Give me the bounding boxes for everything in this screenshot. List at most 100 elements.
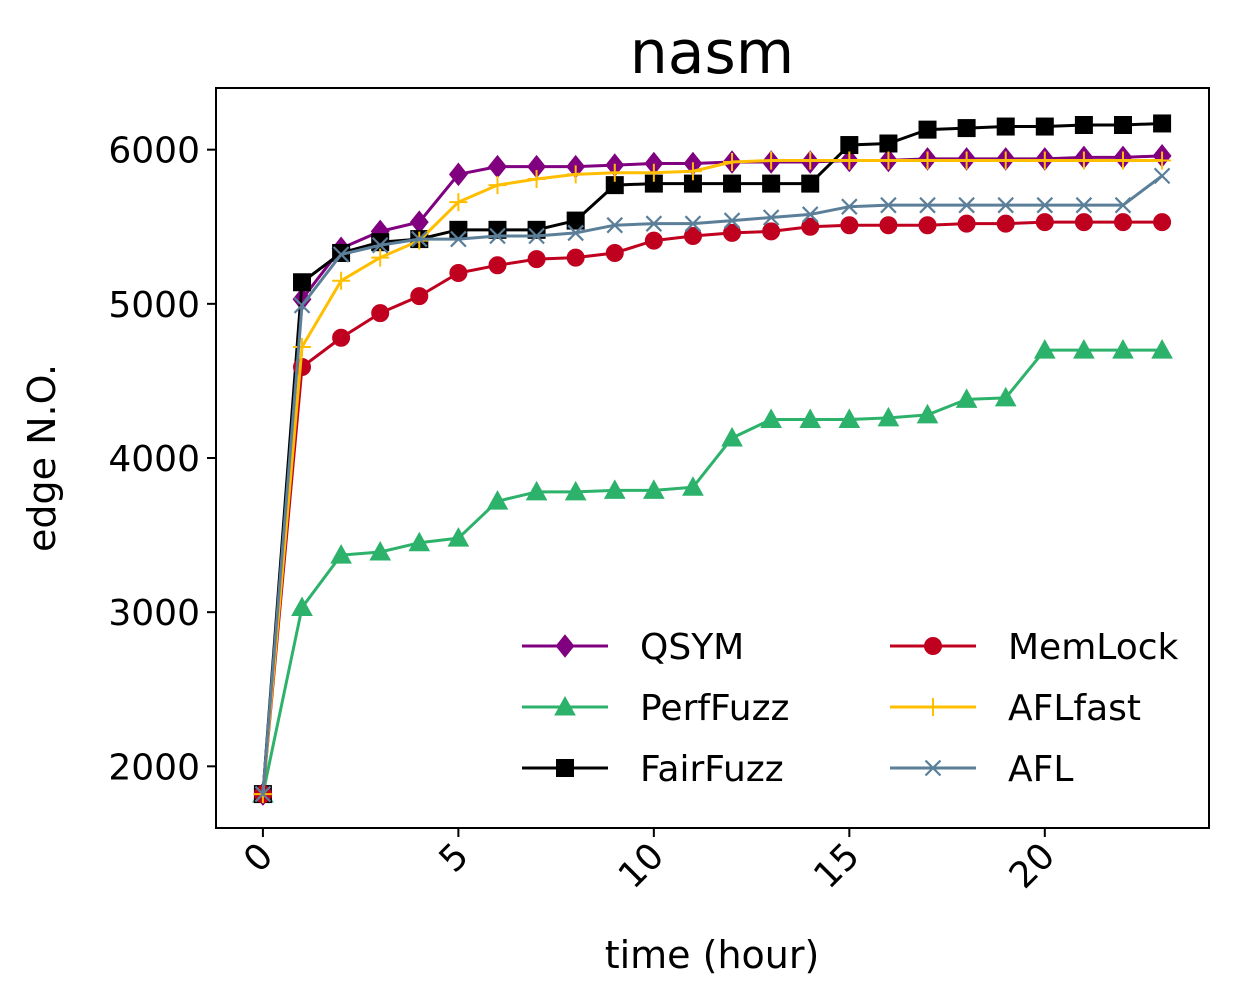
data-point-aflfast-2 bbox=[332, 271, 351, 290]
data-point-memlock-4 bbox=[410, 287, 429, 306]
data-point-afl-21 bbox=[1075, 196, 1093, 214]
legend: QSYM PerfFuzz FairFuzz MemLock AFLfast AFL bbox=[522, 627, 1179, 790]
y-tick-label: 2000 bbox=[108, 747, 200, 788]
data-point-perffuzz-17 bbox=[916, 403, 939, 424]
data-point-afl-4 bbox=[411, 230, 428, 248]
data-point-afl-11 bbox=[684, 215, 702, 232]
data-point-perffuzz-13 bbox=[760, 408, 782, 428]
data-point-fairfuzz-15 bbox=[840, 136, 859, 155]
data-point-memlock-5 bbox=[449, 264, 468, 282]
data-point-aflfast-8 bbox=[566, 165, 585, 184]
legend-label: MemLock bbox=[1008, 627, 1179, 668]
legend-marker bbox=[556, 759, 574, 777]
data-point-aflfast-17 bbox=[918, 151, 937, 170]
data-point-aflfast-9 bbox=[605, 163, 624, 182]
data-point-perffuzz-20 bbox=[1033, 339, 1056, 359]
data-point-perffuzz-7 bbox=[525, 480, 548, 501]
data-point-afl-19 bbox=[997, 196, 1014, 214]
data-point-perffuzz-23 bbox=[1151, 339, 1173, 359]
data-point-memlock-14 bbox=[801, 217, 820, 236]
data-point-aflfast-20 bbox=[1035, 151, 1054, 170]
data-point-perffuzz-5 bbox=[447, 527, 470, 547]
data-point-qsym-5 bbox=[448, 162, 468, 187]
data-point-afl-20 bbox=[1036, 196, 1054, 214]
data-point-memlock-22 bbox=[1113, 213, 1132, 232]
legend-item-memlock: MemLock bbox=[890, 627, 1179, 668]
y-tick-label: 3000 bbox=[108, 593, 200, 634]
series-afl bbox=[254, 167, 1171, 803]
legend-item-afl: AFL bbox=[890, 749, 1073, 790]
data-point-afl-23 bbox=[1153, 167, 1171, 185]
data-point-aflfast-16 bbox=[879, 151, 898, 170]
data-point-perffuzz-18 bbox=[955, 388, 978, 408]
plot-area bbox=[252, 114, 1173, 806]
chart-title: nasm bbox=[630, 18, 795, 88]
legend-label: FairFuzz bbox=[640, 749, 784, 790]
data-point-perffuzz-3 bbox=[369, 541, 392, 561]
data-point-perffuzz-8 bbox=[564, 480, 587, 501]
data-point-memlock-23 bbox=[1153, 213, 1172, 232]
data-point-afl-22 bbox=[1114, 196, 1132, 214]
data-point-perffuzz-10 bbox=[643, 479, 665, 499]
data-point-fairfuzz-8 bbox=[566, 211, 585, 230]
data-point-aflfast-15 bbox=[840, 151, 859, 170]
data-point-perffuzz-15 bbox=[838, 408, 861, 428]
data-point-afl-0 bbox=[254, 785, 272, 803]
legend-item-qsym: QSYM bbox=[522, 627, 744, 668]
data-point-memlock-15 bbox=[840, 216, 859, 235]
data-point-aflfast-10 bbox=[644, 163, 663, 182]
data-point-fairfuzz-14 bbox=[801, 174, 820, 193]
data-point-memlock-18 bbox=[957, 214, 976, 233]
data-point-afl-9 bbox=[606, 216, 624, 234]
data-point-afl-13 bbox=[762, 209, 780, 226]
data-point-perffuzz-14 bbox=[799, 408, 822, 428]
data-point-afl-17 bbox=[919, 196, 936, 214]
series-line-afl bbox=[261, 174, 1163, 795]
data-point-fairfuzz-12 bbox=[723, 174, 742, 193]
data-point-aflfast-1 bbox=[293, 338, 312, 356]
data-point-afl-3 bbox=[371, 236, 389, 254]
data-point-perffuzz-11 bbox=[682, 476, 704, 496]
data-point-memlock-16 bbox=[879, 216, 898, 235]
data-point-fairfuzz-6 bbox=[488, 220, 507, 239]
data-point-afl-15 bbox=[841, 198, 858, 215]
data-point-memlock-2 bbox=[332, 328, 351, 347]
legend-marker bbox=[924, 759, 942, 777]
data-point-fairfuzz-13 bbox=[762, 174, 781, 193]
data-point-memlock-9 bbox=[605, 243, 624, 262]
y-tick-label: 4000 bbox=[108, 439, 200, 480]
legend-item-aflfast: AFLfast bbox=[890, 688, 1141, 729]
legend-label: AFLfast bbox=[1008, 688, 1141, 729]
data-point-afl-2 bbox=[332, 246, 350, 263]
data-point-aflfast-6 bbox=[488, 176, 507, 195]
data-point-afl-5 bbox=[450, 230, 467, 248]
data-point-memlock-7 bbox=[527, 250, 546, 269]
y-tick-label: 6000 bbox=[108, 131, 200, 172]
data-point-perffuzz-9 bbox=[603, 479, 626, 499]
legend-marker bbox=[555, 634, 575, 658]
data-point-perffuzz-16 bbox=[877, 406, 900, 427]
data-point-aflfast-7 bbox=[527, 169, 546, 188]
data-point-fairfuzz-16 bbox=[879, 134, 898, 153]
data-point-fairfuzz-22 bbox=[1113, 116, 1132, 134]
data-point-memlock-20 bbox=[1035, 213, 1054, 232]
data-point-perffuzz-6 bbox=[486, 490, 509, 510]
data-point-memlock-17 bbox=[918, 216, 937, 235]
data-point-memlock-10 bbox=[644, 231, 663, 250]
data-point-aflfast-3 bbox=[371, 248, 390, 267]
data-point-perffuzz-22 bbox=[1112, 339, 1134, 359]
y-axis-label: edge N.O. bbox=[20, 364, 64, 552]
data-point-perffuzz-4 bbox=[408, 531, 431, 552]
data-point-aflfast-22 bbox=[1113, 151, 1132, 170]
data-point-fairfuzz-7 bbox=[527, 220, 546, 239]
data-point-memlock-12 bbox=[723, 223, 742, 242]
data-point-fairfuzz-5 bbox=[449, 220, 468, 239]
data-point-perffuzz-21 bbox=[1073, 339, 1095, 359]
data-point-memlock-8 bbox=[566, 248, 585, 267]
data-point-fairfuzz-17 bbox=[918, 120, 937, 139]
data-point-aflfast-18 bbox=[957, 151, 976, 170]
data-point-afl-14 bbox=[801, 206, 819, 223]
series-memlock bbox=[253, 213, 1172, 804]
data-point-fairfuzz-20 bbox=[1035, 117, 1054, 136]
